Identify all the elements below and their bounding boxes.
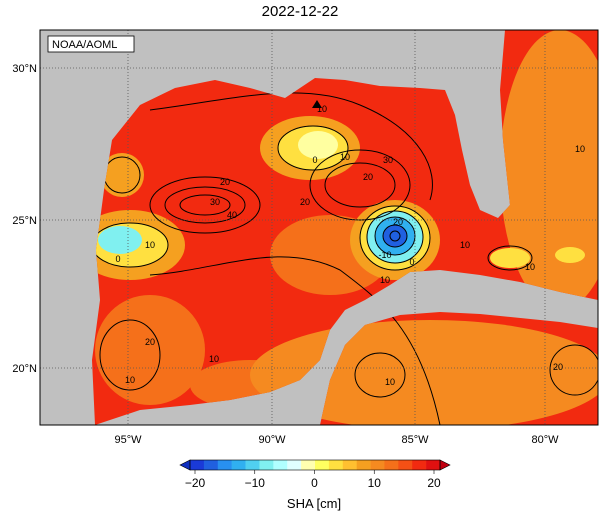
colorbar-tick-label: 0: [311, 476, 318, 490]
credit-box: [47, 35, 135, 53]
contour-label: 0: [115, 254, 120, 264]
contour-label: 10: [340, 152, 350, 162]
colorbar-swatch: [384, 460, 399, 470]
lon-label: 95°W: [114, 434, 142, 446]
lat-label: 25°N: [12, 215, 37, 227]
lon-label: 85°W: [401, 434, 429, 446]
colorbar-tick-label: −10: [245, 476, 266, 490]
map-title: 2022-12-22: [262, 3, 339, 20]
contour-label: 20: [145, 337, 155, 347]
colorbar-swatch: [259, 460, 274, 470]
colorbar-swatch: [245, 460, 260, 470]
map-frame: [39, 29, 599, 426]
colorbar-frame: [189, 459, 441, 471]
contour-label: 40: [227, 210, 237, 220]
lon-labels: 95°W 90°W 85°W 80°W: [114, 434, 559, 446]
colorbar-swatch: [426, 460, 441, 470]
lat-labels: 30°N 25°N 20°N: [12, 63, 37, 375]
colorbar-swatch: [356, 460, 371, 470]
contour-label: 10: [317, 104, 327, 114]
station-marker: [312, 100, 322, 108]
contour-label: 30: [210, 197, 220, 207]
colorbar-swatch: [217, 460, 232, 470]
contour-label: 10: [460, 240, 470, 250]
colorbar-label: SHA [cm]: [287, 496, 341, 511]
contour-label: 30: [383, 155, 393, 165]
contour-label: 10: [209, 354, 219, 364]
colorbar: −20 −10 0 10 20: [179, 459, 451, 490]
contour-label: 10: [385, 377, 395, 387]
credit: NOAA/AOML: [52, 39, 117, 51]
contour-label: 20: [220, 177, 230, 187]
colorbar-tick-label: 10: [368, 476, 382, 490]
colorbar-swatch: [412, 460, 427, 470]
graticule: [40, 30, 598, 425]
colorbar-swatch: [370, 460, 385, 470]
contour-label: 10: [525, 262, 535, 272]
lon-label: 90°W: [258, 434, 286, 446]
colorbar-swatch: [190, 460, 205, 470]
lat-label: 20°N: [12, 363, 37, 375]
colorbar-swatch: [287, 460, 302, 470]
contour-label: 10: [145, 240, 155, 250]
colorbar-extend-low: [179, 459, 191, 471]
colorbar-swatch: [301, 460, 316, 470]
lon-label: 80°W: [531, 434, 559, 446]
colorbar-extend-high: [439, 459, 451, 471]
colorbar-swatch: [315, 460, 330, 470]
contour-label: 20: [363, 172, 373, 182]
colorbar-tick-label: 20: [427, 476, 441, 490]
contour-label: 20: [553, 362, 563, 372]
contour-label: 10: [125, 375, 135, 385]
contour-label: 20: [393, 217, 403, 227]
colorbar-swatch: [203, 460, 219, 470]
contour-label: 10: [575, 144, 585, 154]
colorbar-swatch: [342, 460, 357, 470]
sha-field: [92, 30, 598, 425]
colorbar-swatch: [273, 460, 288, 470]
colorbar-swatch: [231, 460, 246, 470]
contour-label: 0: [312, 155, 317, 165]
contour-label: -10: [378, 250, 391, 260]
contour-label: 10: [380, 275, 390, 285]
colorbar-swatch: [398, 460, 413, 470]
contour-label: 20: [300, 197, 310, 207]
colorbar-tick-label: −20: [185, 476, 206, 490]
contour-label: 0: [409, 257, 414, 267]
colorbar-swatch: [328, 460, 344, 470]
lat-label: 30°N: [12, 63, 37, 75]
contour-labels: 100 1020304020102030-10020101001020101010…: [115, 104, 585, 387]
